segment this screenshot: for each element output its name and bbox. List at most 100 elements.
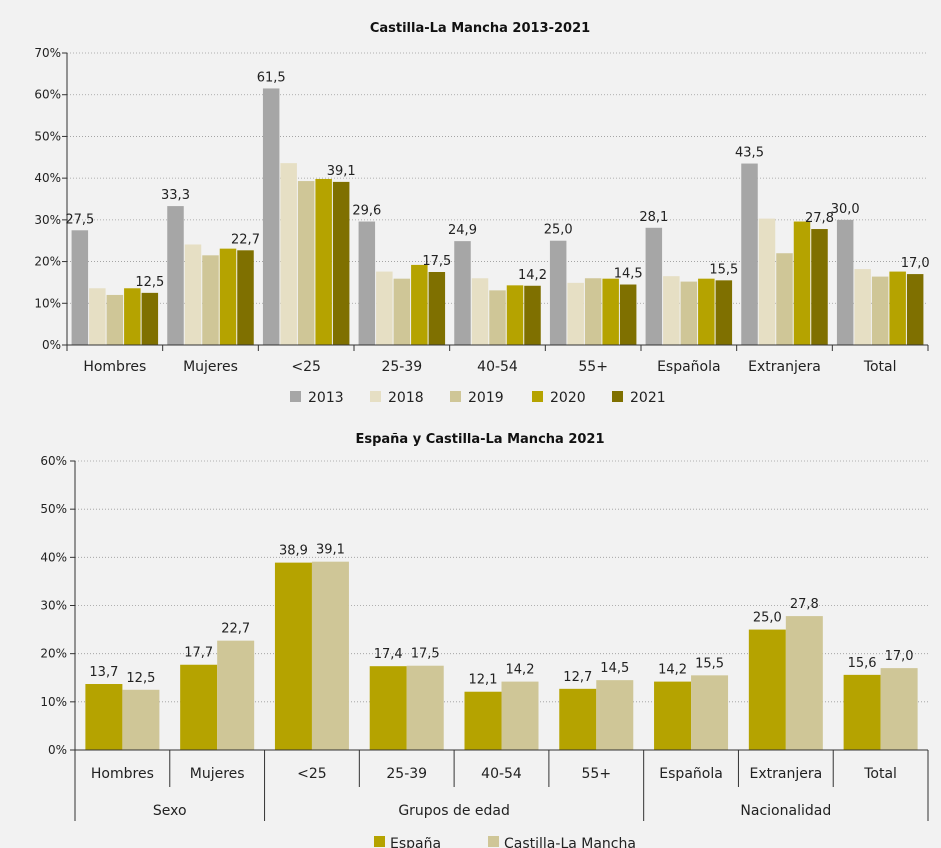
chart2-data-label: 22,7	[221, 622, 250, 637]
chart2-bar-1-5	[596, 680, 634, 750]
chart2-bar-0-4	[464, 691, 502, 750]
chart2-bar-0-5	[559, 688, 597, 750]
chart1-y-tick-label: 60%	[34, 88, 61, 102]
chart1-legend-label: 2013	[308, 390, 344, 406]
chart1-data-label: 39,1	[327, 164, 356, 179]
chart1-category-label: Total	[863, 359, 897, 375]
chart1-bars	[71, 88, 924, 345]
chart1-legend-label: 2021	[630, 390, 666, 406]
chart2-category-label: Hombres	[91, 766, 154, 782]
chart1-category-label: 55+	[578, 359, 608, 375]
chart1-data-label: 24,9	[448, 223, 477, 238]
chart2-data-label: 12,1	[469, 673, 498, 688]
chart1-bar-2020-5	[602, 278, 619, 345]
chart2-bar-0-2	[274, 562, 312, 750]
chart1-legend-label: 2019	[468, 390, 504, 406]
chart1-legend: 2013 2018 2019 2020 2021	[290, 390, 666, 406]
chart2-bar-1-4	[501, 681, 539, 750]
chart2-data-label: 25,0	[753, 611, 782, 626]
chart2-y-tick-label: 10%	[40, 695, 67, 709]
chart1-y-tick-label: 20%	[34, 255, 61, 269]
chart2-data-label: 13,7	[89, 665, 118, 680]
chart2-data-label: 15,5	[695, 656, 724, 671]
chart1-bar-2019-2	[297, 181, 315, 345]
chart2-bar-0-1	[180, 664, 218, 750]
chart2-bar-1-3	[406, 665, 444, 750]
chart1-y-tick-label: 50%	[34, 129, 61, 143]
chart2-legend-label: España	[390, 836, 441, 848]
chart1-data-label: 27,5	[65, 212, 94, 227]
chart2-data-labels: 13,7 12,5 17,7 22,7 38,9 39,1 17,4 17,5 12,1 14,2…	[89, 543, 913, 688]
chart2-y-tick-label: 40%	[40, 550, 67, 564]
chart1-data-label: 28,1	[639, 210, 668, 225]
chart2-bar-1-1	[217, 640, 255, 750]
chart1-bar-2020-7	[793, 221, 811, 345]
chart2-bar-1-6	[691, 675, 729, 750]
chart2-category-label: 25-39	[386, 766, 427, 782]
chart1-legend-swatch-2020	[532, 391, 543, 402]
chart1-category-label: Extranjera	[748, 359, 821, 375]
chart1-category-label: Española	[657, 359, 721, 375]
chart2-data-label: 17,7	[184, 646, 213, 661]
chart1-bar-2020-8	[889, 271, 906, 345]
chart1-data-label: 29,6	[352, 204, 381, 219]
chart1-bar-2018-2	[280, 163, 297, 345]
chart2-bars	[85, 561, 918, 750]
chart1-bar-2021-8	[906, 274, 924, 345]
chart2-group-label: Sexo	[153, 803, 187, 819]
chart1-legend-swatch-2019	[450, 391, 461, 402]
chart2-category-label: 55+	[582, 766, 612, 782]
chart2-category-label: Española	[659, 766, 723, 782]
chart1-bar-2019-8	[871, 276, 889, 345]
chart1-bar-2021-4	[524, 285, 541, 345]
chart1-bar-2020-1	[219, 248, 237, 345]
chart2-data-label: 17,5	[411, 647, 440, 662]
chart2-bar-1-7	[785, 616, 823, 750]
chart1-bar-2013-6	[645, 227, 663, 345]
chart1-bar-2021-1	[237, 250, 254, 345]
chart1-bar-2018-1	[184, 244, 202, 345]
chart1-bar-2013-4	[454, 241, 471, 345]
chart2-y-axis: 0% 10% 20% 30% 40% 50% 60%	[40, 454, 76, 757]
chart1-bar-2021-5	[619, 284, 637, 345]
chart1-bar-2013-0	[71, 230, 89, 345]
chart2-data-label: 14,2	[506, 663, 535, 678]
chart2-category-label: Extranjera	[749, 766, 822, 782]
chart1-data-label: 12,5	[135, 275, 164, 290]
chart1-category-label: 40-54	[477, 359, 518, 375]
chart1-bar-2021-3	[428, 272, 446, 345]
chart2-y-tick-label: 30%	[40, 599, 67, 613]
chart1-bar-2013-8	[836, 219, 854, 345]
chart1-bar-2013-7	[741, 163, 758, 345]
chart1-bar-2018-5	[567, 282, 584, 345]
chart1-bar-2019-5	[584, 278, 602, 345]
chart2-y-tick-label: 20%	[40, 647, 67, 661]
chart2-bar-0-7	[748, 629, 786, 750]
chart1-data-label: 14,2	[518, 268, 547, 283]
chart-castilla-la-mancha-2013-2021: Castilla-La Mancha 2013-2021 0% 10% 20% 30%…	[34, 21, 929, 406]
chart1-bar-2018-7	[758, 218, 776, 345]
chart1-bar-2019-7	[776, 253, 793, 345]
chart1-bar-2020-0	[124, 288, 141, 345]
chart1-data-label: 43,5	[735, 146, 764, 161]
chart1-bar-2021-2	[332, 181, 350, 345]
chart2-y-tick-label: 0%	[48, 743, 67, 757]
chart1-bar-2018-3	[376, 271, 393, 345]
chart1-data-label: 15,5	[709, 262, 738, 277]
chart1-legend-label: 2018	[388, 390, 424, 406]
chart1-data-label: 17,5	[422, 254, 451, 269]
chart1-legend-swatch-2013	[290, 391, 301, 402]
chart1-bar-2020-2	[315, 178, 332, 345]
chart1-bar-2013-3	[358, 221, 376, 345]
chart2-bar-1-8	[880, 668, 918, 750]
chart2-data-label: 15,6	[848, 656, 877, 671]
chart1-bar-2018-8	[854, 269, 871, 345]
chart1-category-label: <25	[291, 359, 321, 375]
chart2-bar-0-0	[85, 684, 123, 750]
chart1-data-label: 61,5	[257, 70, 286, 85]
chart1-bar-2018-0	[89, 288, 106, 345]
chart1-title: Castilla-La Mancha 2013-2021	[370, 21, 590, 36]
chart1-legend-swatch-2018	[370, 391, 381, 402]
chart2-category-label: <25	[297, 766, 327, 782]
chart1-y-axis: 0% 10% 20% 30% 40% 50% 60% 70%	[34, 46, 68, 352]
